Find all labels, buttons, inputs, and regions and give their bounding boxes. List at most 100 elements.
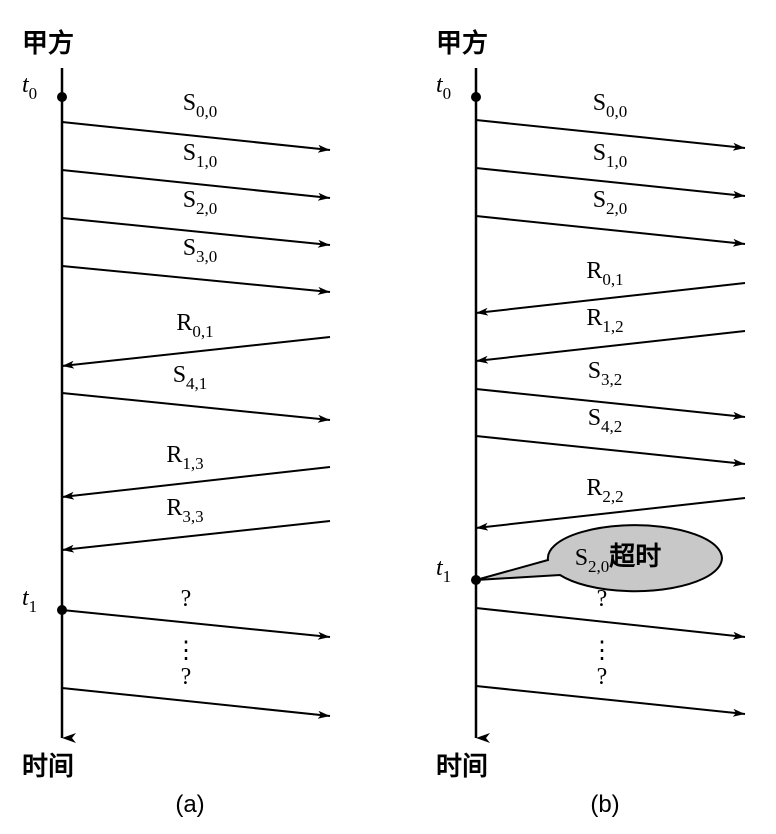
label-sub: 1,0	[196, 152, 217, 171]
label: ?	[181, 664, 192, 690]
message-arrow	[61, 609, 331, 640]
message-arrow	[475, 685, 746, 717]
label: R0,1	[176, 310, 213, 341]
label: S0,0	[183, 90, 218, 121]
label: t0	[22, 72, 37, 103]
label: t1	[436, 555, 451, 586]
label-sub: 0,1	[602, 270, 623, 289]
label: R2,2	[586, 475, 623, 506]
message-arrow	[475, 282, 746, 316]
ellipsis: ⋮	[590, 638, 614, 664]
label-main: R	[166, 442, 182, 468]
label: t1	[22, 585, 37, 616]
label-sub: 4,1	[186, 374, 207, 393]
label-main: S	[588, 358, 601, 384]
callout-bubble	[475, 524, 723, 593]
label-main: R	[176, 310, 192, 336]
label-main: R	[586, 258, 602, 284]
message-arrow	[61, 265, 331, 295]
label-sub: 1	[443, 567, 452, 586]
label-sub: 0,0	[606, 102, 627, 121]
message-arrow	[61, 466, 331, 500]
label-main: ?	[597, 664, 608, 690]
label-sub: 3,3	[182, 507, 203, 526]
message-arrow	[61, 217, 331, 248]
label-sub: 3,0	[196, 247, 217, 266]
label-main: S	[173, 362, 186, 388]
label: S2,0	[183, 187, 218, 218]
label-main: t	[22, 72, 30, 98]
label-main: S	[183, 140, 196, 166]
message-arrow	[475, 435, 746, 467]
label-sub: 3,2	[601, 370, 622, 389]
message-arrow	[475, 607, 746, 640]
label: S3,0	[183, 235, 218, 266]
message-arrow	[61, 687, 331, 719]
message-arrow	[475, 388, 746, 420]
message-arrow	[61, 169, 331, 201]
label-main: S	[593, 187, 606, 213]
label: R1,3	[166, 442, 203, 473]
label: t0	[436, 72, 451, 103]
label-main: R	[586, 305, 602, 331]
message-arrow	[61, 121, 331, 153]
label-sub: 1,0	[606, 152, 627, 171]
label: R3,3	[166, 495, 203, 526]
label: R0,1	[586, 258, 623, 289]
label-sub: 2,0	[588, 557, 609, 576]
label: S4,1	[173, 362, 208, 393]
label: S3,2	[588, 358, 623, 389]
label: S2,0超时	[575, 542, 662, 576]
label-main: R	[586, 475, 602, 501]
label-main: S	[183, 235, 196, 261]
message-arrow	[61, 336, 331, 369]
label-sub: 0,0	[196, 102, 217, 121]
label-sub: 0	[443, 84, 452, 103]
label: ?	[181, 586, 192, 612]
label-main: ?	[597, 586, 608, 612]
label-sub: 2,2	[602, 487, 623, 506]
time-label: 时间	[436, 752, 488, 782]
label-main: S	[588, 405, 601, 431]
label: S1,0	[593, 140, 628, 171]
label-sub: 1	[29, 597, 38, 616]
label-main: ?	[181, 664, 192, 690]
label: S2,0	[593, 187, 628, 218]
label-sub: 4,2	[601, 417, 622, 436]
time-point	[57, 92, 67, 102]
caption: (a)	[175, 791, 204, 818]
party-label: 甲方	[436, 28, 488, 59]
label-main: S	[183, 187, 196, 213]
message-arrow	[61, 392, 331, 423]
message-arrow	[475, 167, 746, 199]
ellipsis: ⋮	[174, 638, 198, 664]
label: S1,0	[183, 140, 218, 171]
label: R1,2	[586, 305, 623, 336]
label-sub: 2,0	[606, 199, 627, 218]
label-sub: 2,0	[196, 199, 217, 218]
label-main: S	[575, 545, 588, 571]
label-sub: 0,1	[192, 322, 213, 341]
message-arrow	[475, 119, 746, 151]
label-suffix: 超时	[609, 542, 661, 572]
time-label: 时间	[22, 752, 74, 782]
label-sub: 0	[29, 84, 38, 103]
label-main: t	[436, 555, 444, 581]
label-main: S	[593, 140, 606, 166]
message-arrow	[475, 215, 746, 247]
caption: (b)	[590, 791, 619, 818]
message-arrow	[475, 330, 746, 364]
label-main: S	[183, 90, 196, 116]
message-arrow	[61, 520, 331, 553]
message-arrow	[475, 497, 746, 531]
label-sub: 1,2	[602, 317, 623, 336]
label: S0,0	[593, 90, 628, 121]
label-main: R	[166, 495, 182, 521]
label: S4,2	[588, 405, 623, 436]
label: ?	[597, 586, 608, 612]
label-main: t	[22, 585, 30, 611]
label: ?	[597, 664, 608, 690]
label-main: t	[436, 72, 444, 98]
label-sub: 1,3	[182, 454, 203, 473]
